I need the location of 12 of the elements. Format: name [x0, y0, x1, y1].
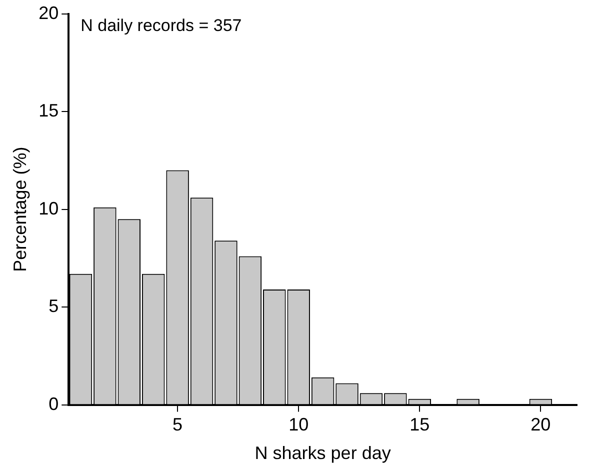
y-tick-label: 10 [38, 198, 59, 218]
y-tick-label: 0 [48, 394, 59, 414]
y-axis-title: Percentage (%) [10, 146, 30, 272]
x-tick-label: 5 [172, 414, 183, 435]
x-tick-label: 20 [530, 414, 551, 435]
y-tick-label: 15 [38, 100, 59, 121]
x-tick-label: 15 [410, 414, 430, 435]
x-axis-title: N sharks per day [254, 443, 391, 464]
annotation: N daily records = 357 [80, 16, 242, 35]
y-tick-label: 20 [38, 2, 59, 23]
y-tick-label: 5 [48, 296, 59, 316]
x-tick-label: 10 [288, 414, 309, 435]
